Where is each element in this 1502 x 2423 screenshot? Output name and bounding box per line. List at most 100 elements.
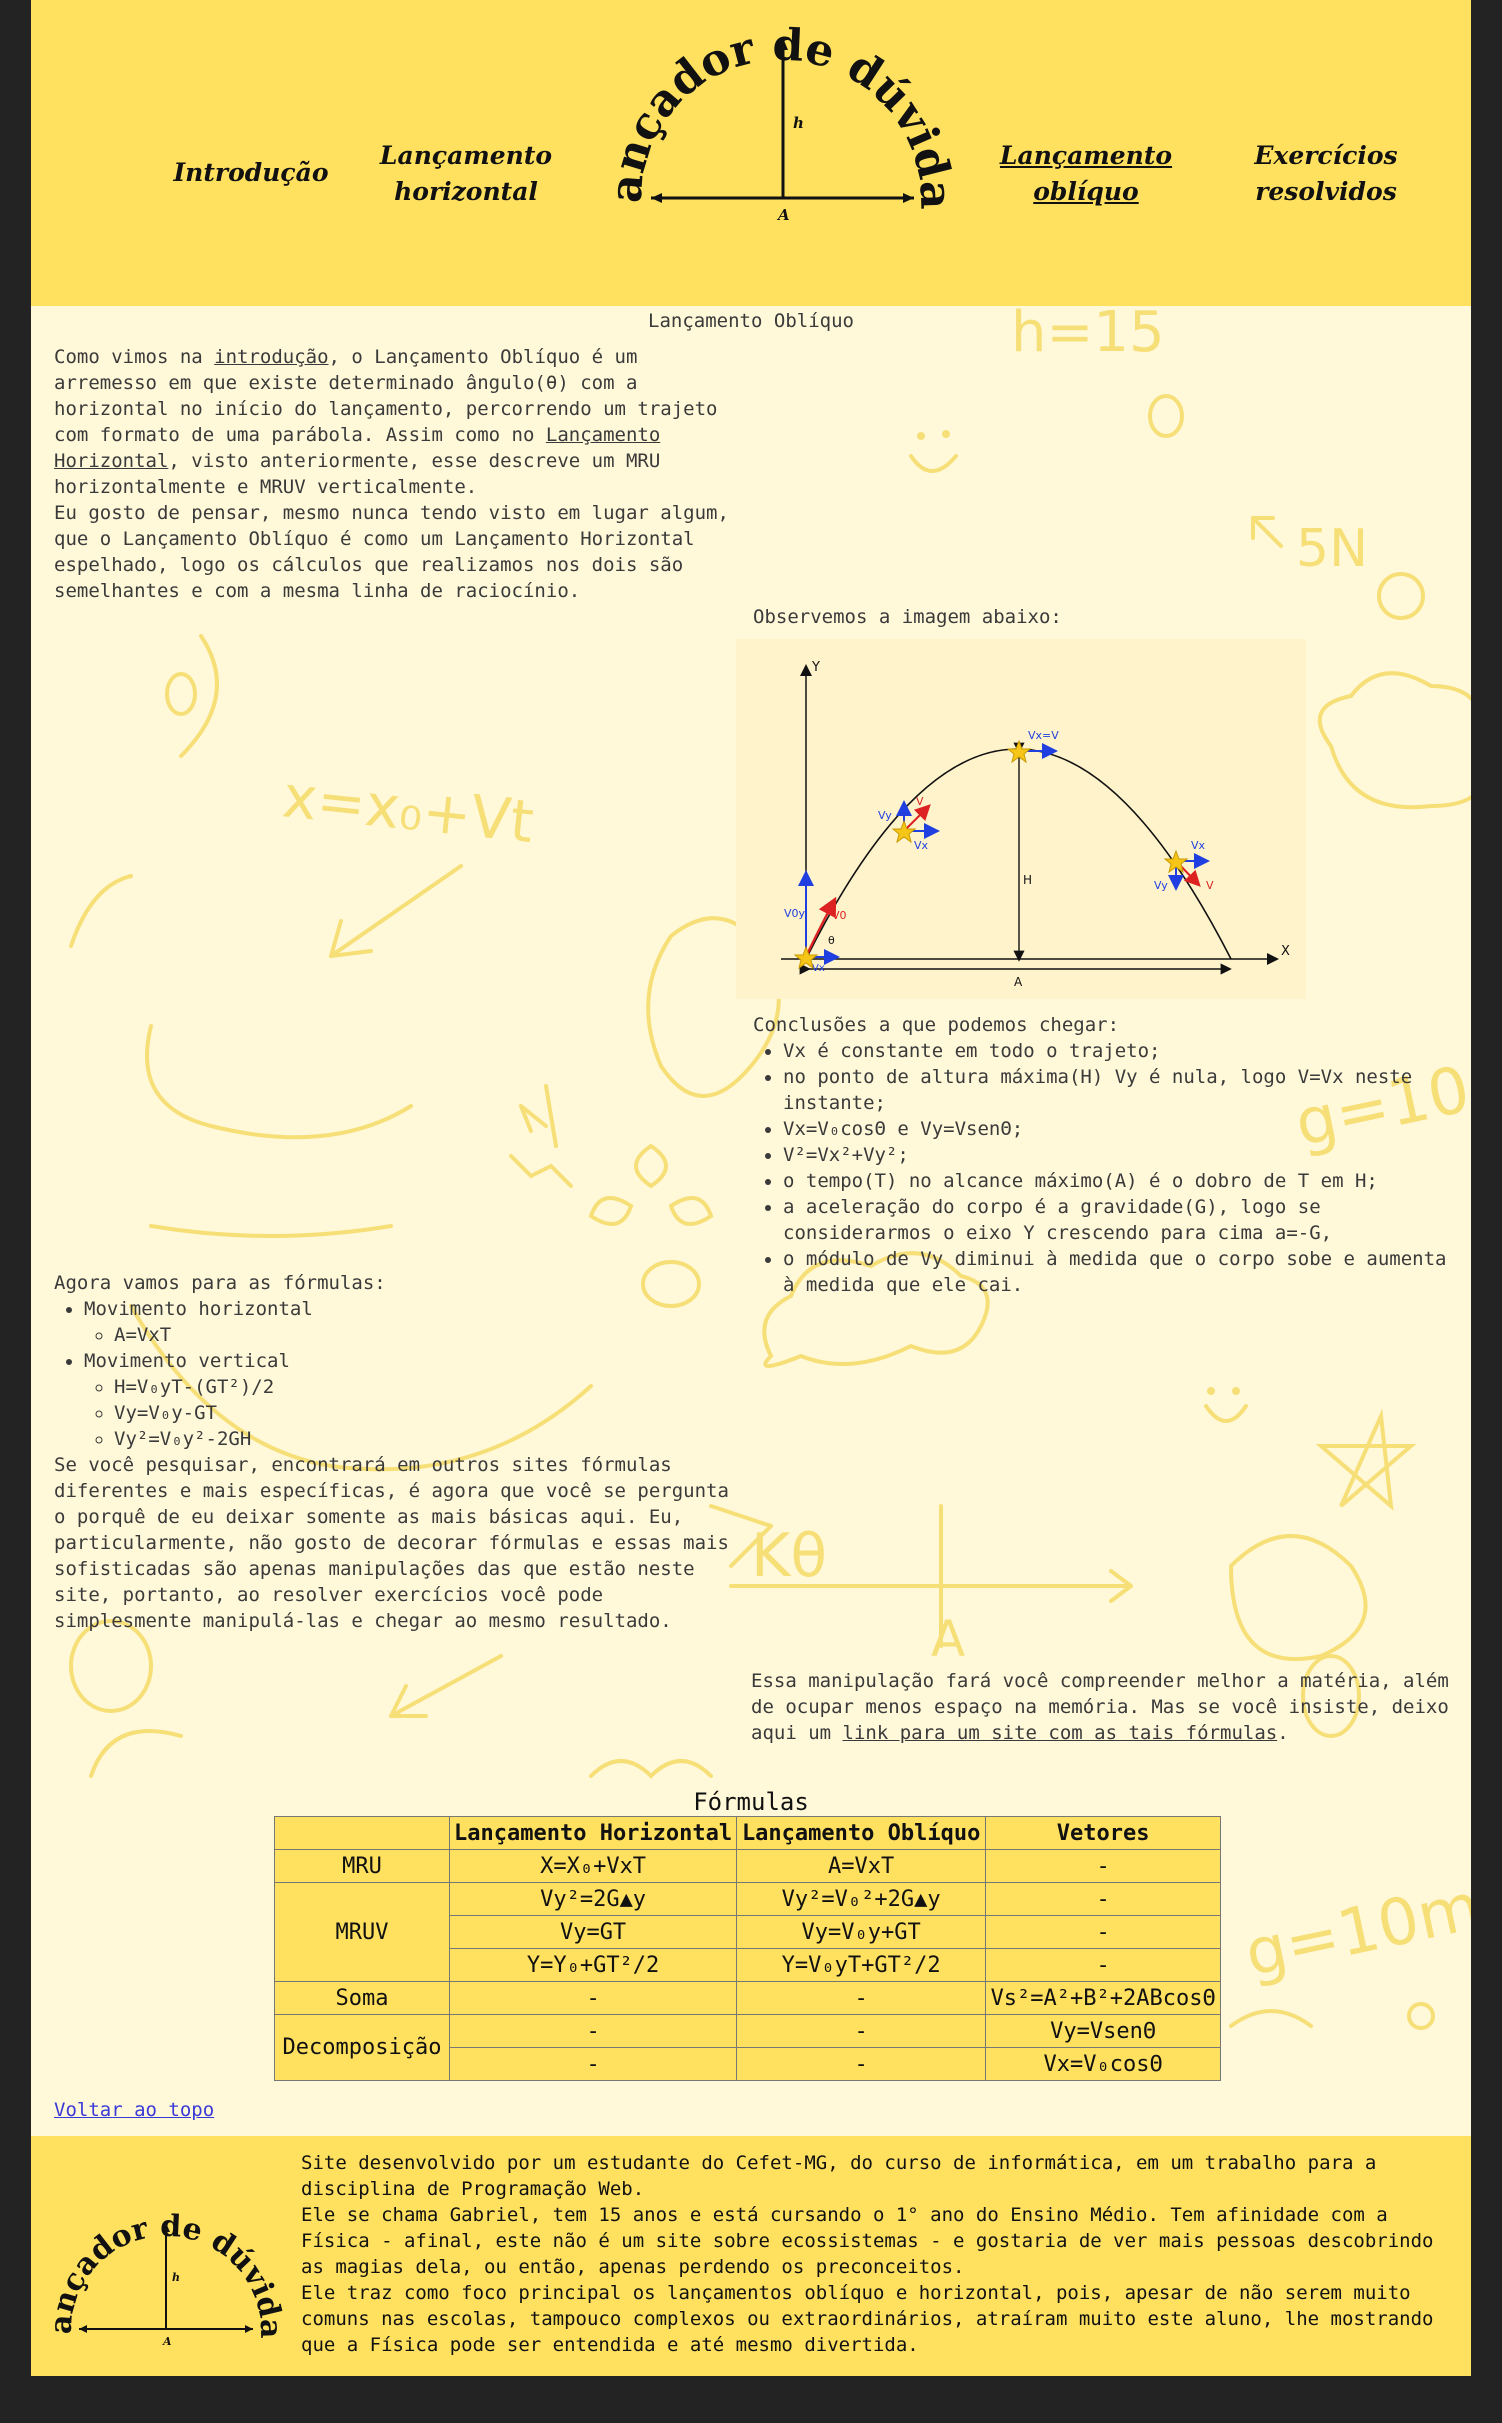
table-row: Decomposição - - Vy=VsenΘ bbox=[274, 2014, 1222, 2081]
table-cell: Y=Y₀+GT²/2 bbox=[448, 1948, 738, 1982]
table-cell: Vy=GT bbox=[448, 1915, 738, 1949]
footer-paragraph: Ele se chama Gabriel, tem 15 anos e está… bbox=[301, 2204, 1434, 2278]
vy-label-down: Vy bbox=[1154, 879, 1168, 892]
intro-text: Como vimos na bbox=[54, 346, 215, 368]
logo-a: A bbox=[776, 206, 790, 224]
nav-label: Introdução bbox=[173, 158, 329, 187]
list-item: Movimento vertical H=V₀yT-(GT²)/2 Vy=V₀y… bbox=[84, 1348, 734, 1452]
table-cell: Soma bbox=[274, 1981, 450, 2015]
trajectory-figure: Y X H A V0y V0 θ Vx bbox=[736, 639, 1306, 999]
manip-text: Essa manipulação fará você compreender m… bbox=[751, 1670, 1449, 1744]
footer-logo-a: A bbox=[162, 2335, 172, 2348]
conclusions-block: Conclusões a que podemos chegar: Vx é co… bbox=[753, 1012, 1453, 1298]
v0y-label: V0y bbox=[784, 907, 806, 920]
v0-label: V0 bbox=[832, 909, 847, 922]
nav-label: oblíquo bbox=[1033, 177, 1139, 206]
table-row: - - Vx=V₀cosΘ bbox=[275, 2047, 1222, 2081]
formula-item: Vy²=V₀y²-2GH bbox=[114, 1426, 734, 1452]
table-cell: - bbox=[736, 1981, 987, 2015]
footer-text: Site desenvolvido por um estudante do Ce… bbox=[301, 2150, 1451, 2358]
table-cell: Vx=V₀cosΘ bbox=[985, 2047, 1222, 2081]
formula-item: Vy=V₀y-GT bbox=[114, 1400, 734, 1426]
table-cell: MRU bbox=[274, 1849, 450, 1883]
table-row: Y=Y₀+GT²/2 Y=V₀yT+GT²/2 - bbox=[275, 1948, 1222, 1982]
table-cell: - bbox=[985, 1948, 1222, 1982]
conclusions-title: Conclusões a que podemos chegar: bbox=[753, 1014, 1120, 1036]
site-logo[interactable]: Lançador de dúvidas h A bbox=[596, 0, 966, 230]
nav-label: Exercícios bbox=[1254, 141, 1398, 170]
footer-paragraph: Site desenvolvido por um estudante do Ce… bbox=[301, 2152, 1377, 2200]
table-header-row: Lançamento Horizontal Lançamento Oblíquo… bbox=[274, 1816, 1222, 1850]
theta-label: θ bbox=[828, 934, 835, 947]
page: Introdução Lançamento horizontal Lançame… bbox=[31, 0, 1471, 2423]
back-to-top-link[interactable]: Voltar ao topo bbox=[54, 2099, 215, 2121]
nav-label: horizontal bbox=[394, 177, 538, 206]
table-cell: - bbox=[448, 2014, 738, 2048]
table-cell: A=VxT bbox=[736, 1849, 987, 1883]
table-cell: - bbox=[736, 2047, 987, 2081]
footer-logo-h: h bbox=[172, 2271, 180, 2284]
range-label: A bbox=[1014, 975, 1023, 989]
intro-text: , visto anteriormente, esse descreve um … bbox=[54, 450, 661, 498]
table-cell: Vy=VsenΘ bbox=[985, 2014, 1222, 2048]
table-cell: - bbox=[985, 1882, 1222, 1916]
list-item: Vx=V₀cosΘ e Vy=VsenΘ; bbox=[783, 1116, 1453, 1142]
table-cell: Decomposição bbox=[274, 2014, 450, 2081]
table-cell: Vy²=2G▲y bbox=[448, 1882, 738, 1916]
svg-text:Kθ: Kθ bbox=[751, 1521, 827, 1591]
table-cell: Vy=V₀y+GT bbox=[736, 1915, 987, 1949]
manip-text: . bbox=[1277, 1722, 1289, 1744]
manipulation-paragraph: Essa manipulação fará você compreender m… bbox=[751, 1668, 1451, 1746]
page-title: Lançamento Oblíquo bbox=[648, 310, 854, 332]
v-label-up: V bbox=[916, 795, 924, 808]
vx-label-start: Vx bbox=[812, 963, 825, 974]
table-row: Soma - - Vs²=A²+B²+2ABcosΘ bbox=[274, 1981, 1222, 2015]
link-lancamento-horizontal[interactable]: Lançamento Horizontal bbox=[54, 424, 661, 472]
vy-label-up: Vy bbox=[878, 809, 892, 822]
list-item: a aceleração do corpo é a gravidade(G), … bbox=[783, 1194, 1453, 1246]
link-introducao[interactable]: introdução bbox=[214, 346, 329, 368]
nav-exercicios-resolvidos[interactable]: Exercícios resolvidos bbox=[1206, 138, 1446, 210]
formula-item: A=VxT bbox=[114, 1322, 734, 1348]
table-row: MRU X=X₀+VxT A=VxT - bbox=[274, 1849, 1222, 1883]
table-cell: Vy²=V₀²+2G▲y bbox=[736, 1882, 987, 1916]
nav-lancamento-obliquo[interactable]: Lançamento oblíquo bbox=[966, 138, 1206, 210]
site-footer: Lançador de dúvidas h A Site desenvolvid… bbox=[31, 2136, 1471, 2376]
height-label: H bbox=[1023, 873, 1032, 887]
footer-paragraph: Ele traz como foco principal os lançamen… bbox=[301, 2282, 1434, 2356]
v-label-down: V bbox=[1206, 879, 1214, 892]
footer-logo[interactable]: Lançador de dúvidas h A bbox=[41, 2191, 291, 2351]
list-item: no ponto de altura máxima(H) Vy é nula, … bbox=[783, 1064, 1453, 1116]
formulas-list: Movimento horizontal A=VxT Movimento ver… bbox=[54, 1296, 734, 1452]
svg-text:Lançador de dúvidas: Lançador de dúvidas bbox=[596, 0, 961, 210]
table-row: MRUV Vy²=2G▲y Vy²=V₀²+2G▲y - bbox=[274, 1882, 1222, 1982]
formulas-table: Lançamento Horizontal Lançamento Oblíquo… bbox=[274, 1816, 1222, 2081]
list-item: o tempo(T) no alcance máximo(A) é o dobr… bbox=[783, 1168, 1453, 1194]
svg-text:5N: 5N bbox=[1296, 519, 1368, 579]
nav-introducao[interactable]: Introdução bbox=[126, 155, 376, 191]
formulas-table-title: Fórmulas bbox=[693, 1788, 809, 1816]
svg-text:Lançador de dúvidas: Lançador de dúvidas bbox=[41, 2191, 288, 2339]
table-cell: - bbox=[985, 1849, 1222, 1883]
nav-label: resolvidos bbox=[1255, 177, 1397, 206]
table-cell: - bbox=[448, 2047, 738, 2081]
list-item: Vx é constante em todo o trajeto; bbox=[783, 1038, 1453, 1064]
svg-text:g=10m/s²: g=10m/s² bbox=[1239, 1853, 1471, 1992]
mirror-paragraph: Eu gosto de pensar, mesmo nunca tendo vi… bbox=[54, 502, 729, 602]
nav-lancamento-horizontal[interactable]: Lançamento horizontal bbox=[351, 138, 581, 210]
main-content: h=15 5N x=x₀+Vt g=10m/s² bbox=[31, 306, 1471, 2136]
table-cell: MRUV bbox=[274, 1882, 450, 1982]
link-formulas-site[interactable]: link para um site com as tais fórmulas bbox=[842, 1722, 1278, 1744]
table-header: Lançamento Oblíquo bbox=[736, 1816, 987, 1850]
table-cell: - bbox=[448, 1981, 738, 2015]
vx-label-up: Vx bbox=[914, 839, 929, 852]
research-paragraph: Se você pesquisar, encontrará em outros … bbox=[54, 1454, 729, 1632]
svg-text:h=15: h=15 bbox=[1011, 306, 1165, 365]
vx-label-down: Vx bbox=[1191, 839, 1206, 852]
table-cell: Vs²=A²+B²+2ABcosΘ bbox=[985, 1981, 1222, 2015]
observe-label: Observemos a imagem abaixo: bbox=[753, 606, 1062, 628]
table-header bbox=[274, 1816, 450, 1850]
vertical-label: Movimento vertical bbox=[84, 1350, 290, 1372]
table-header: Lançamento Horizontal bbox=[448, 1816, 738, 1850]
table-cell: X=X₀+VxT bbox=[448, 1849, 738, 1883]
